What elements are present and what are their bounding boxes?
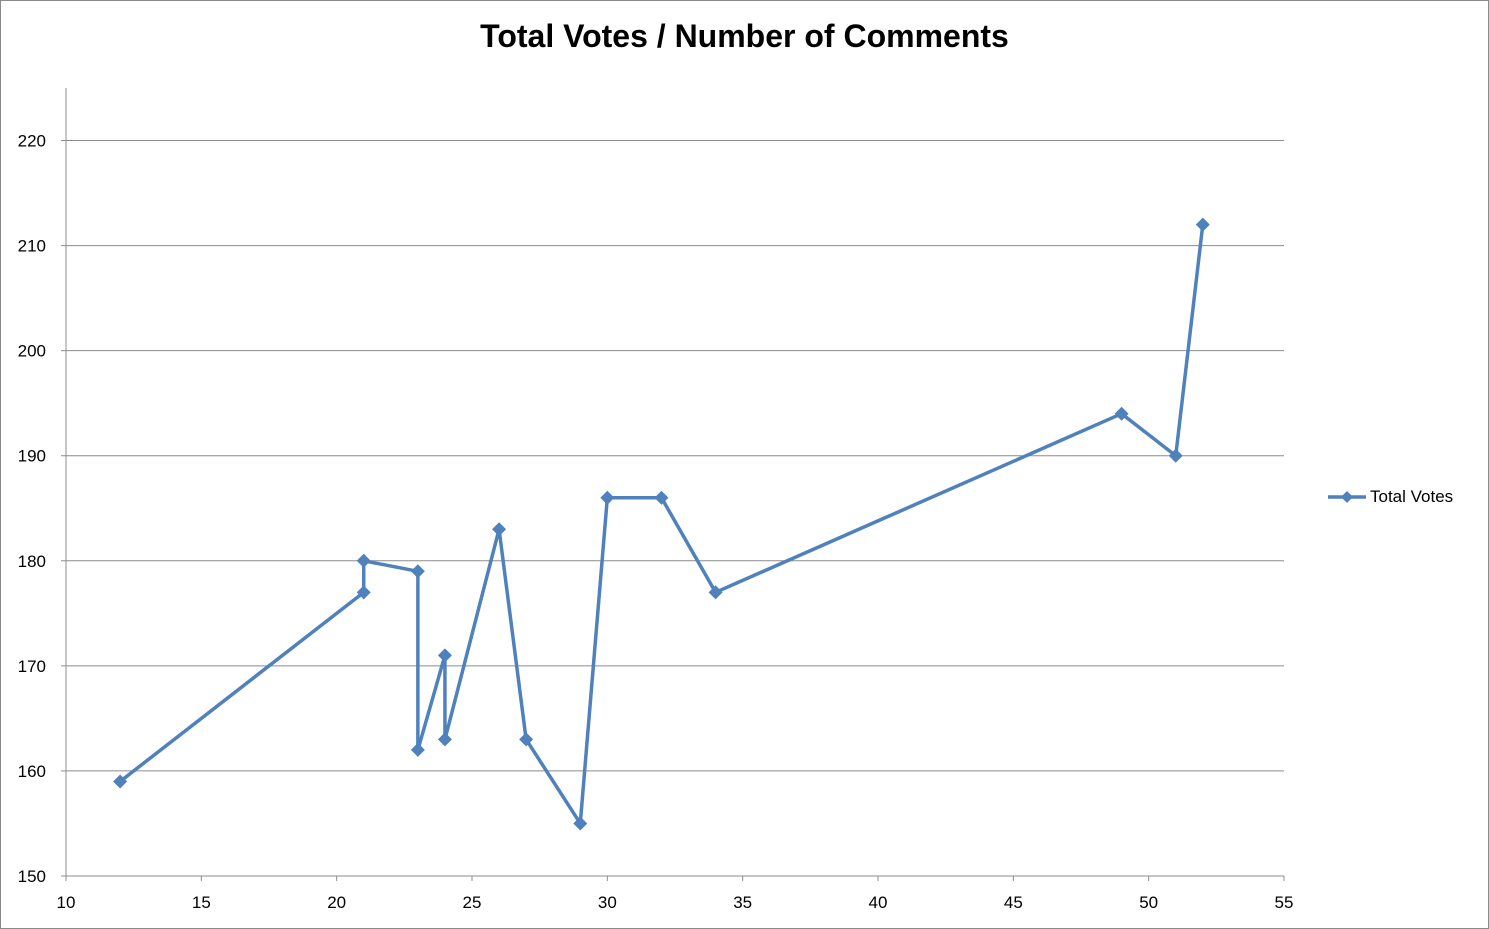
data-point-1: [356, 585, 371, 600]
x-tick-label-50: 50: [1139, 893, 1158, 912]
x-tick-label-40: 40: [869, 893, 888, 912]
x-axis-ticks: 10 15 20 25 30 35 40 45 50 55: [57, 876, 1294, 912]
y-tick-label-160: 160: [18, 762, 46, 781]
chart-title: Total Votes / Number of Comments: [480, 18, 1009, 54]
x-tick-label-25: 25: [463, 893, 482, 912]
data-point-11: [654, 490, 669, 505]
gridlines: [66, 140, 1284, 772]
y-tick-label-210: 210: [18, 237, 46, 256]
x-tick-label-55: 55: [1275, 893, 1294, 912]
data-point-6: [437, 732, 452, 747]
data-point-7: [492, 522, 507, 537]
data-point-13: [1114, 406, 1129, 421]
x-tick-label-15: 15: [192, 893, 211, 912]
data-point-14: [1168, 448, 1183, 463]
y-tick-label-220: 220: [18, 132, 46, 151]
legend-label-total-votes: Total Votes: [1370, 487, 1454, 506]
series-total-votes: [113, 217, 1210, 831]
x-tick-label-35: 35: [733, 893, 752, 912]
x-tick-label-45: 45: [1004, 893, 1023, 912]
data-point-10: [600, 490, 615, 505]
data-point-12: [708, 585, 723, 600]
data-point-9: [573, 816, 588, 831]
series-line-0: [119, 224, 1205, 826]
x-tick-label-10: 10: [57, 893, 76, 912]
x-tick-label-20: 20: [327, 893, 346, 912]
data-point-5: [437, 648, 452, 663]
data-point-2: [356, 553, 371, 568]
y-axis-ticks: 150 160 170 180 190 200 210 220: [18, 132, 66, 886]
data-point-0: [113, 774, 128, 789]
data-point-3: [410, 564, 425, 579]
y-tick-label-190: 190: [18, 447, 46, 466]
y-tick-label-200: 200: [18, 342, 46, 361]
x-tick-label-30: 30: [598, 893, 617, 912]
data-point-8: [519, 732, 534, 747]
y-tick-label-170: 170: [18, 657, 46, 676]
axes: [65, 88, 1284, 877]
legend: Total Votes: [1326, 484, 1453, 510]
data-point-4: [410, 742, 425, 757]
legend-swatch-total-votes: [1328, 491, 1366, 503]
y-tick-label-180: 180: [18, 552, 46, 571]
data-point-15: [1195, 217, 1210, 232]
y-tick-label-150: 150: [18, 867, 46, 886]
